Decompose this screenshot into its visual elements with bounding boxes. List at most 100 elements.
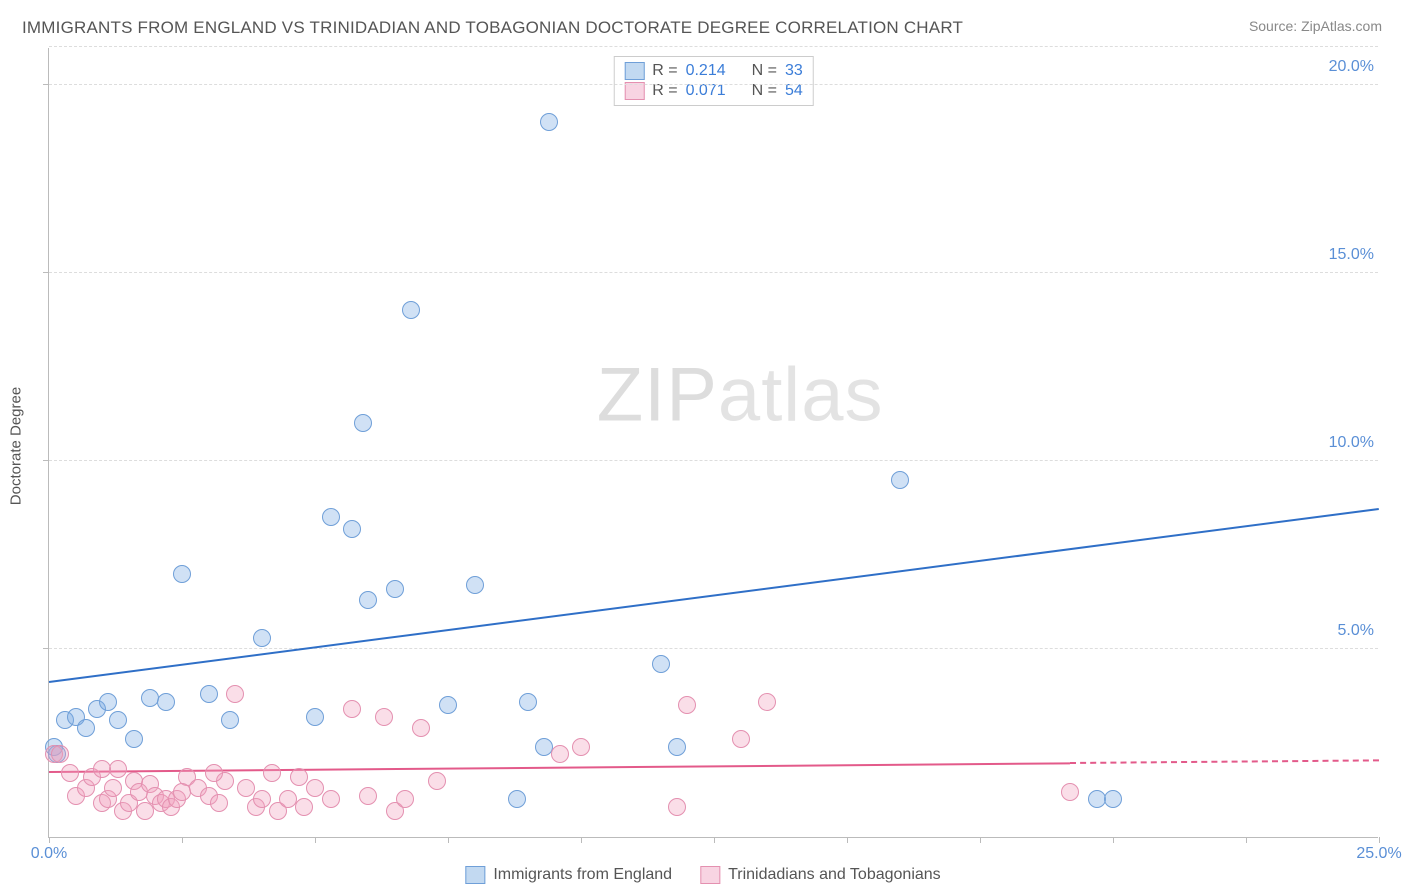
data-point <box>758 693 776 711</box>
data-point <box>322 508 340 526</box>
x-tick-mark <box>1113 837 1114 843</box>
trend-line <box>49 762 1070 773</box>
trend-line <box>49 508 1379 683</box>
plot-area: ZIPatlas R =0.214N =33R =0.071N =54 5.0%… <box>48 48 1378 838</box>
data-point <box>205 764 223 782</box>
y-tick-label: 10.0% <box>1329 434 1382 452</box>
y-tick-mark <box>43 84 49 85</box>
data-point <box>540 113 558 131</box>
legend-swatch <box>700 866 720 884</box>
y-tick-mark <box>43 648 49 649</box>
data-point <box>354 414 372 432</box>
x-tick-label: 25.0% <box>1356 845 1401 863</box>
data-point <box>891 471 909 489</box>
data-point <box>386 580 404 598</box>
legend-item: Trinidadians and Tobagonians <box>700 866 941 884</box>
x-tick-mark <box>714 837 715 843</box>
watermark: ZIPatlas <box>597 352 884 439</box>
x-tick-mark <box>581 837 582 843</box>
data-point <box>343 700 361 718</box>
data-point <box>402 301 420 319</box>
stats-r-label: R = <box>652 62 677 80</box>
data-point <box>306 708 324 726</box>
y-axis-label: Doctorate Degree <box>8 387 25 505</box>
legend-item: Immigrants from England <box>465 866 672 884</box>
legend-label: Immigrants from England <box>493 866 672 884</box>
x-tick-mark <box>182 837 183 843</box>
data-point <box>77 719 95 737</box>
data-point <box>141 689 159 707</box>
data-point <box>668 738 686 756</box>
stats-n-label: N = <box>752 82 777 100</box>
legend-label: Trinidadians and Tobagonians <box>728 866 941 884</box>
x-tick-mark <box>49 837 50 843</box>
series-legend: Immigrants from England Trinidadians and … <box>465 866 940 884</box>
y-tick-mark <box>43 272 49 273</box>
stats-row: R = 0.214 N = 33 <box>624 61 803 81</box>
watermark-bold: ZIP <box>597 353 718 438</box>
data-point <box>263 764 281 782</box>
y-tick-mark <box>43 460 49 461</box>
gridline <box>49 648 1378 649</box>
y-tick-label: 15.0% <box>1329 246 1382 264</box>
x-tick-label: 0.0% <box>31 845 67 863</box>
x-tick-mark <box>448 837 449 843</box>
x-tick-mark <box>315 837 316 843</box>
stats-r-value: 0.071 <box>686 82 726 100</box>
data-point <box>508 790 526 808</box>
source-attribution: Source: ZipAtlas.com <box>1249 18 1382 34</box>
data-point <box>253 790 271 808</box>
data-point <box>572 738 590 756</box>
data-point <box>200 685 218 703</box>
x-tick-mark <box>847 837 848 843</box>
data-point <box>306 779 324 797</box>
gridline <box>49 46 1378 47</box>
data-point <box>51 745 69 763</box>
data-point <box>104 779 122 797</box>
data-point <box>210 794 228 812</box>
trend-line <box>1070 760 1379 765</box>
data-point <box>652 655 670 673</box>
data-point <box>226 685 244 703</box>
data-point <box>253 629 271 647</box>
watermark-thin: atlas <box>718 353 884 438</box>
series-swatch <box>624 82 644 100</box>
data-point <box>322 790 340 808</box>
stats-n-value: 33 <box>785 62 803 80</box>
data-point <box>359 591 377 609</box>
x-tick-mark <box>980 837 981 843</box>
x-tick-mark <box>1379 837 1380 843</box>
data-point <box>343 520 361 538</box>
data-point <box>519 693 537 711</box>
data-point <box>109 711 127 729</box>
stats-legend-box: R =0.214N =33R =0.071N =54 <box>613 56 814 106</box>
data-point <box>221 711 239 729</box>
data-point <box>125 730 143 748</box>
gridline <box>49 460 1378 461</box>
data-point <box>173 565 191 583</box>
gridline <box>49 84 1378 85</box>
data-point <box>678 696 696 714</box>
data-point <box>1061 783 1079 801</box>
data-point <box>109 760 127 778</box>
legend-swatch <box>465 866 485 884</box>
x-tick-mark <box>1246 837 1247 843</box>
data-point <box>93 760 111 778</box>
series-swatch <box>624 62 644 80</box>
data-point <box>157 693 175 711</box>
data-point <box>237 779 255 797</box>
data-point <box>668 798 686 816</box>
data-point <box>295 798 313 816</box>
data-point <box>290 768 308 786</box>
stats-r-value: 0.214 <box>686 62 726 80</box>
data-point <box>551 745 569 763</box>
data-point <box>61 764 79 782</box>
chart-title: IMMIGRANTS FROM ENGLAND VS TRINIDADIAN A… <box>22 18 963 38</box>
data-point <box>439 696 457 714</box>
chart-container: IMMIGRANTS FROM ENGLAND VS TRINIDADIAN A… <box>0 0 1406 892</box>
stats-r-label: R = <box>652 82 677 100</box>
y-tick-label: 5.0% <box>1338 622 1382 640</box>
data-point <box>1104 790 1122 808</box>
data-point <box>375 708 393 726</box>
stats-n-label: N = <box>752 62 777 80</box>
